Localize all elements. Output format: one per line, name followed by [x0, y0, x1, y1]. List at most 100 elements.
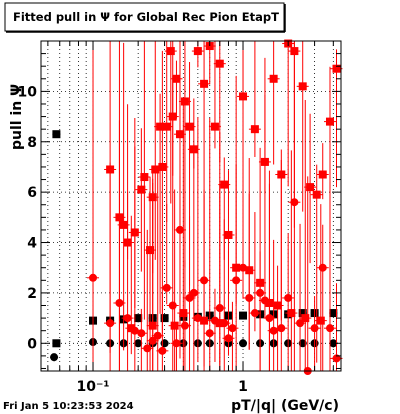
data-point-circle	[106, 319, 115, 328]
data-point-circle	[193, 314, 202, 323]
data-point-square	[200, 79, 209, 88]
data-point-circle	[115, 298, 124, 307]
data-point-circle	[143, 344, 152, 353]
data-point-circle	[277, 324, 286, 333]
data-point-circle	[239, 339, 248, 348]
data-point-circle	[239, 263, 248, 272]
data-point-circle	[172, 339, 181, 348]
y-tick-label: 0	[27, 336, 37, 352]
data-point-circle	[89, 273, 98, 282]
data-point-circle	[232, 276, 241, 285]
y-tick-label: 6	[27, 185, 37, 201]
data-layer	[50, 39, 343, 375]
chart-title: Fitted pull in Ψ for Global Rec Pion Eta…	[13, 10, 279, 24]
data-point-circle	[250, 309, 259, 318]
data-point-square	[151, 165, 160, 174]
data-point-circle	[158, 346, 167, 355]
data-point-square	[179, 309, 188, 318]
y-tick-label: 2	[27, 286, 37, 302]
data-point-circle	[123, 314, 132, 323]
data-point-square	[306, 183, 315, 192]
data-point-square	[140, 173, 149, 182]
data-point-square	[312, 190, 321, 199]
y-axis-title: pull in Ψ	[9, 84, 25, 150]
data-point-circle	[265, 314, 274, 323]
data-point-circle	[180, 321, 189, 330]
data-point-circle	[220, 319, 229, 328]
data-point-square	[137, 185, 146, 194]
data-point-square	[193, 47, 202, 56]
data-point-circle	[298, 339, 307, 348]
data-point-circle	[215, 304, 224, 313]
data-point-square	[273, 301, 282, 310]
data-point-circle	[318, 263, 327, 272]
data-point-square	[318, 170, 327, 179]
x-axis-title: pT/|q| (GeV/c)	[231, 398, 339, 414]
data-point-circle	[168, 301, 177, 310]
data-point-circle	[224, 334, 233, 343]
y-tick-label: 8	[27, 135, 37, 151]
data-point-circle	[310, 324, 319, 333]
data-point-circle	[153, 331, 162, 340]
data-point-square	[52, 130, 61, 139]
data-point-square	[172, 74, 181, 83]
data-point-circle	[284, 293, 293, 302]
data-point-circle	[160, 339, 169, 348]
data-point-circle	[175, 225, 184, 234]
data-point-circle	[296, 319, 305, 328]
data-point-square	[146, 246, 155, 255]
data-point-square	[210, 122, 219, 131]
data-point-circle	[245, 293, 254, 302]
x-tick-label: 10⁻¹	[77, 379, 110, 395]
data-point-circle	[210, 316, 219, 325]
y-tick-label: 10	[18, 84, 38, 100]
data-point-circle	[200, 276, 209, 285]
data-point-square	[158, 162, 167, 171]
data-point-square	[239, 311, 248, 320]
data-point-square	[224, 230, 233, 239]
data-point-square	[185, 122, 194, 131]
data-point-square	[170, 321, 179, 330]
data-point-square	[160, 314, 169, 323]
data-point-square	[119, 220, 128, 229]
axis-ticks: 0 2 4 6 8 10 10⁻¹ 1	[18, 41, 341, 395]
data-point-square	[134, 314, 143, 323]
data-point-circle	[189, 288, 198, 297]
data-point-square	[180, 97, 189, 106]
data-point-circle	[228, 324, 237, 333]
data-point-circle	[148, 336, 157, 345]
data-point-square	[127, 324, 136, 333]
grid	[41, 41, 341, 371]
data-point-circle	[130, 326, 139, 335]
data-point-square	[269, 74, 278, 83]
data-point-square	[298, 82, 307, 91]
data-point-circle	[137, 329, 146, 338]
chart-title-box: Fitted pull in Ψ for Global Rec Pion Eta…	[4, 2, 286, 33]
y-tick-label: 4	[27, 236, 37, 252]
data-point-square	[316, 316, 325, 325]
data-point-circle	[332, 354, 341, 363]
data-point-square	[205, 42, 214, 51]
data-point-square	[325, 117, 334, 126]
data-point-square	[298, 309, 307, 318]
data-point-square	[52, 339, 61, 348]
data-point-square	[220, 180, 229, 189]
data-point-circle	[290, 198, 299, 207]
data-point-circle	[205, 329, 214, 338]
data-point-circle	[50, 353, 59, 362]
data-point-circle	[162, 283, 171, 292]
data-point-square	[156, 122, 165, 131]
data-point-circle	[325, 324, 334, 333]
data-point-square	[329, 309, 338, 318]
data-point-square	[215, 59, 224, 68]
data-point-square	[332, 64, 341, 73]
timestamp: Fri Jan 5 10:23:53 2024	[3, 401, 134, 412]
data-point-circle	[256, 288, 265, 297]
data-point-square	[175, 130, 184, 139]
plot-frame	[40, 40, 342, 372]
data-point-square	[162, 122, 171, 131]
data-point-square	[166, 47, 175, 56]
data-point-square	[287, 309, 296, 318]
data-point-circle	[134, 339, 143, 348]
